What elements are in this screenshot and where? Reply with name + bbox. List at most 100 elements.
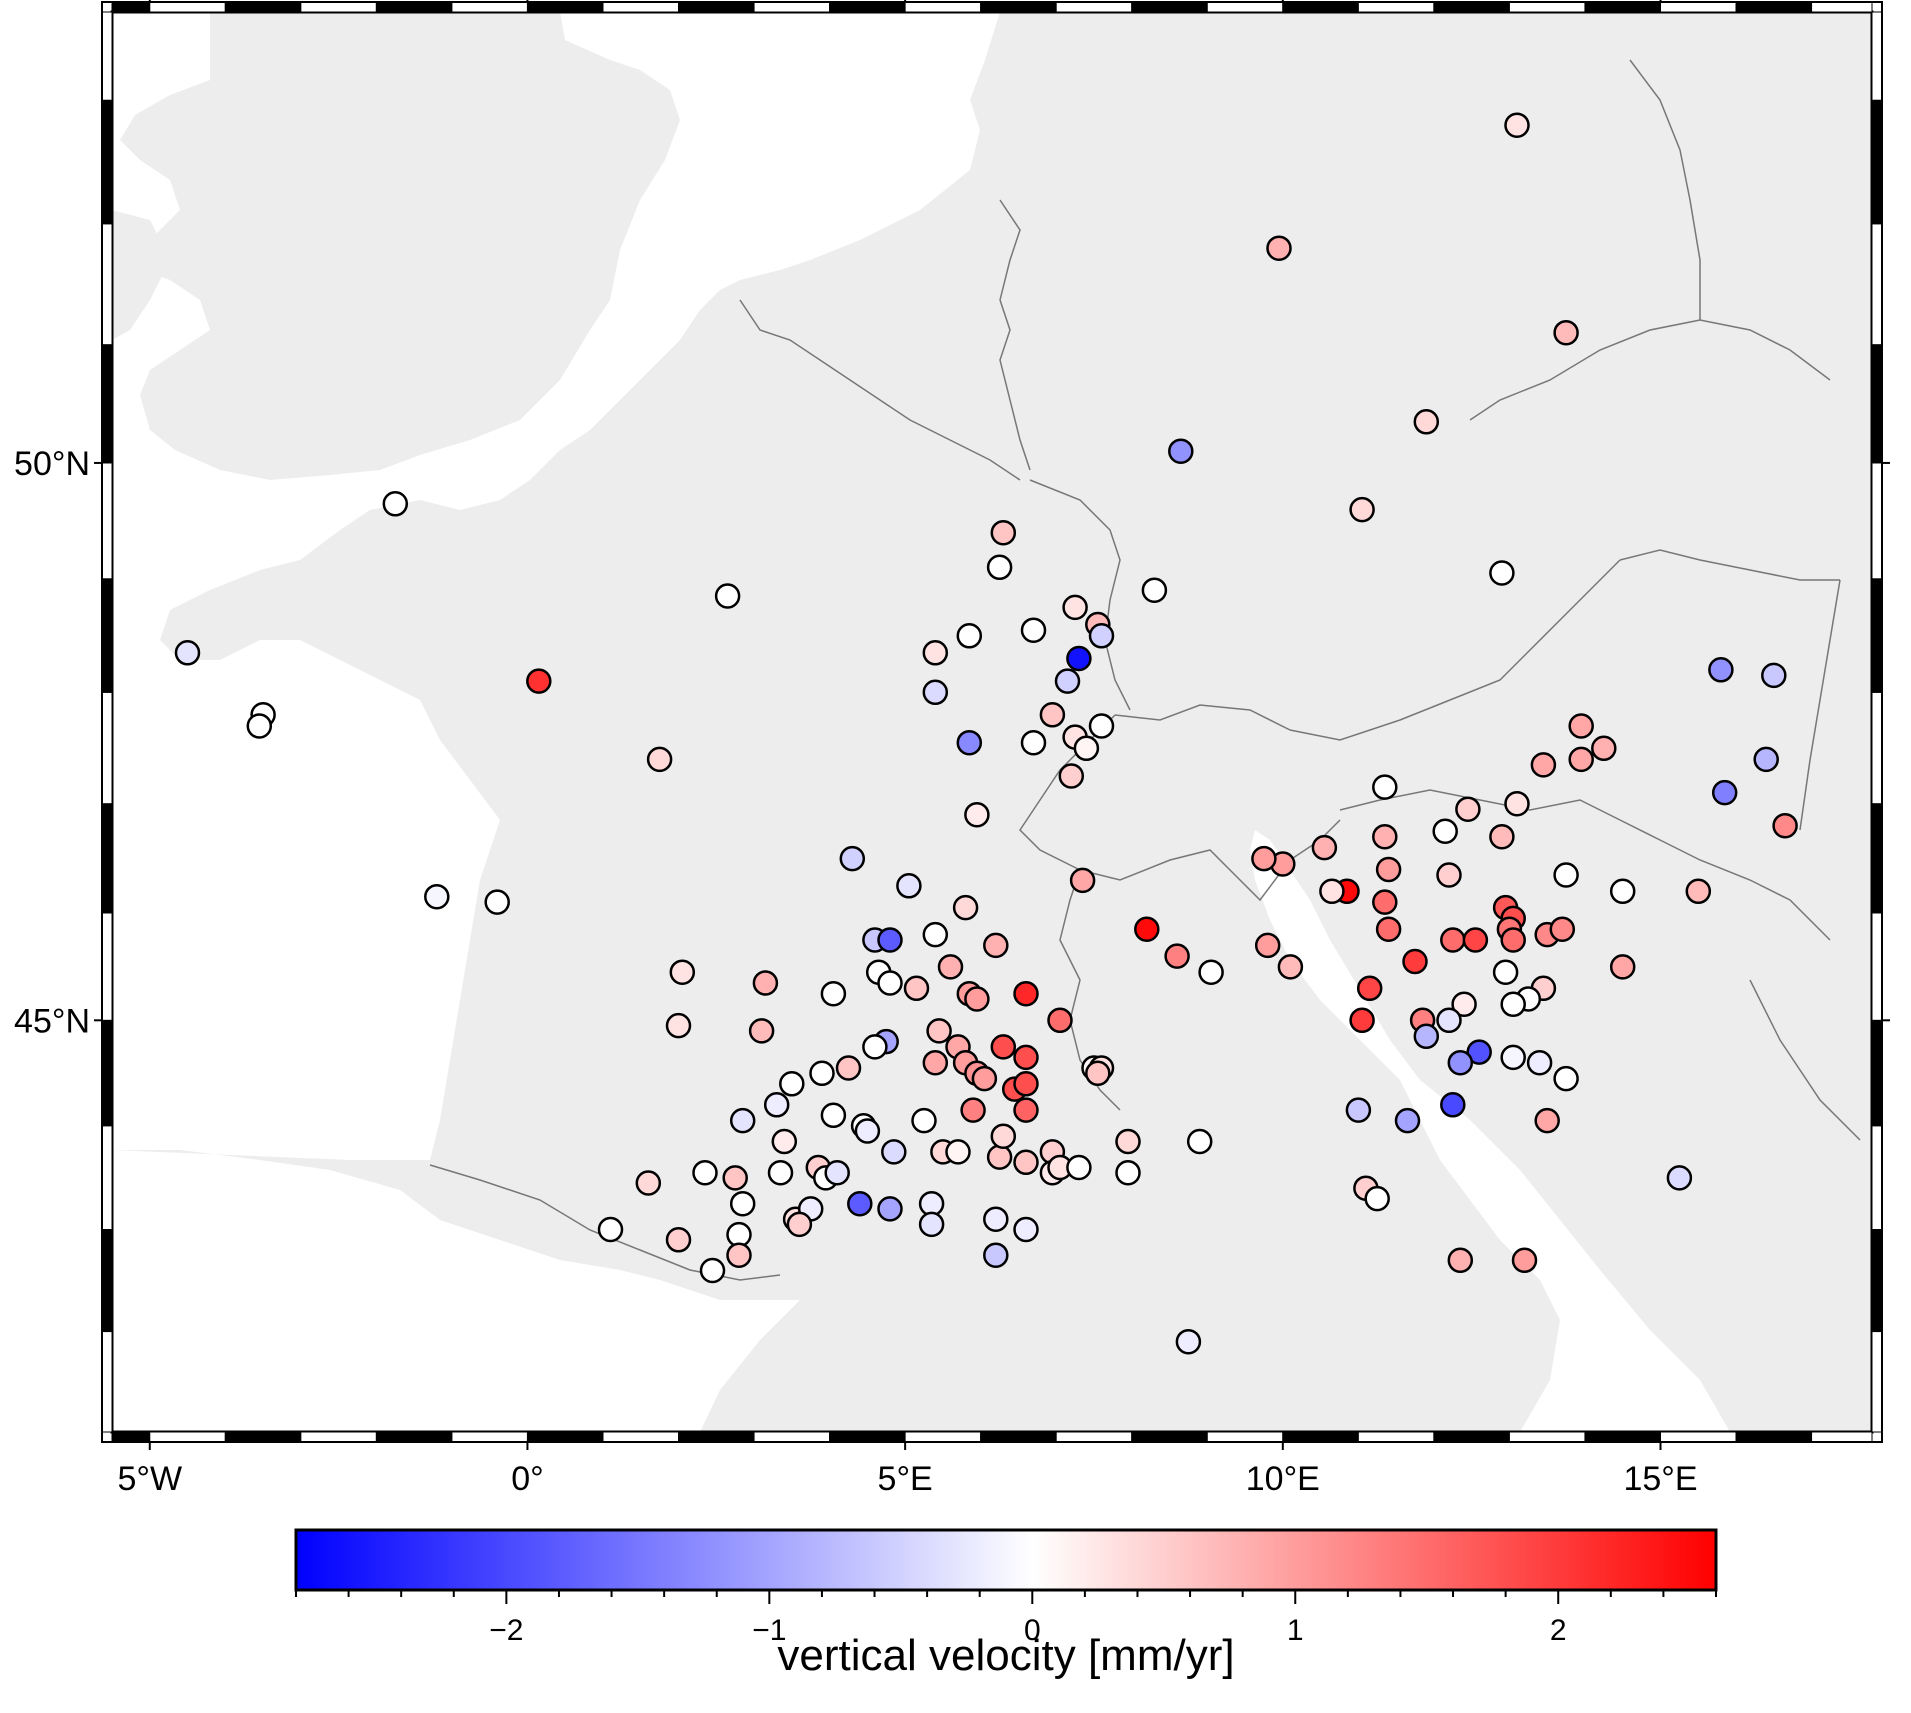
station-point <box>1447 1049 1474 1076</box>
frame-band-segment <box>980 1 1057 13</box>
frame-band-segment <box>753 1431 831 1443</box>
land-continent <box>112 12 1872 1432</box>
station-point <box>1504 790 1530 817</box>
map-frame <box>101 1 1883 1443</box>
station-point <box>1375 916 1402 942</box>
land-corsica <box>1250 1230 1292 1380</box>
station-point <box>1039 702 1066 728</box>
station-point <box>1553 1065 1579 1092</box>
station-point <box>1402 948 1428 975</box>
station-point <box>820 1102 847 1129</box>
station-point <box>1553 862 1579 888</box>
frame-band-segment <box>1282 1431 1359 1443</box>
station-point <box>1440 927 1466 953</box>
station-point <box>246 713 273 739</box>
station-point <box>1356 975 1383 1002</box>
frame-band-segment <box>101 1229 113 1333</box>
colorbar-ticks: −2 −1 0 1 2 <box>295 1590 1717 1647</box>
station-point <box>1013 980 1039 1007</box>
station-point <box>1311 834 1338 861</box>
station-point <box>1591 735 1617 762</box>
station-point <box>1534 1107 1560 1134</box>
station-point <box>1375 856 1402 883</box>
frame-band-segment <box>1871 912 1883 1021</box>
station-point <box>1761 662 1787 689</box>
land-sardinia <box>1225 1400 1290 1432</box>
station-point <box>786 1211 813 1238</box>
station-point <box>983 932 1009 959</box>
station-point <box>1413 409 1440 435</box>
station-point <box>1568 713 1594 739</box>
station-point <box>1013 1071 1039 1097</box>
station-point <box>714 583 741 609</box>
station-point <box>1085 1060 1111 1087</box>
frame-band-segment <box>1206 1 1284 13</box>
frame-band-segment <box>111 1431 151 1443</box>
frame-band-segment <box>1131 1431 1208 1443</box>
colorbar-tick-label: −2 <box>489 1614 523 1647</box>
station-point <box>983 1242 1009 1268</box>
station-point <box>1462 927 1489 953</box>
frame-band-segment <box>300 1431 377 1443</box>
station-point <box>824 1159 850 1186</box>
station-point <box>1504 112 1530 138</box>
frame-band-segment <box>1871 223 1883 346</box>
station-point <box>1020 729 1047 756</box>
station-point <box>722 1165 748 1191</box>
frame-band-segment <box>829 1 906 13</box>
station-point <box>1058 763 1085 789</box>
frame-band-segment <box>678 1 755 13</box>
station-point <box>971 1065 998 1092</box>
frame-band-segment <box>149 1 226 13</box>
border-austria-germany <box>1289 559 1621 741</box>
station-point <box>922 679 949 706</box>
station-point <box>1013 1216 1039 1243</box>
land-masses <box>112 12 1872 1432</box>
longitude-tick-labels: 5°W 0° 5°E 10°E 15°E <box>117 0 1698 1498</box>
station-point <box>484 889 510 915</box>
station-point <box>771 1128 798 1155</box>
frame-band-segment <box>101 1125 113 1231</box>
station-point <box>1436 862 1462 888</box>
station-point <box>1277 954 1304 980</box>
station-point <box>382 491 409 517</box>
lon-tick-label: 10°E <box>1246 1460 1320 1498</box>
station-point <box>1500 927 1526 953</box>
station-point <box>1500 1044 1526 1071</box>
station-point <box>835 1055 862 1081</box>
frame-band-segment <box>1871 462 1883 580</box>
station-point <box>174 640 201 666</box>
frame-band-segment <box>1055 1431 1133 1443</box>
station-point <box>877 1196 903 1222</box>
colorbar-tick-label: 1 <box>1287 1614 1304 1647</box>
station-point <box>1141 577 1168 603</box>
station-point <box>1436 1007 1462 1034</box>
frame-band-segment <box>1871 1125 1883 1231</box>
station-point <box>729 1107 756 1134</box>
station-point <box>526 668 552 694</box>
station-point <box>1047 1007 1073 1034</box>
frame-band-segment <box>1871 1019 1883 1127</box>
frame-band-segment <box>1871 99 1883 225</box>
frame-band-segment <box>1871 691 1883 805</box>
station-point <box>1447 1247 1474 1274</box>
colorbar-tick-label: 2 <box>1550 1614 1567 1647</box>
station-point <box>1372 774 1398 800</box>
station-point <box>1088 713 1115 739</box>
station-point <box>945 1139 971 1165</box>
frame-band-segment <box>224 1 302 13</box>
frame-band-segment <box>526 1431 604 1443</box>
station-point <box>1266 235 1292 261</box>
frame-band-segment <box>753 1 831 13</box>
station-point <box>1609 878 1636 905</box>
land-elba <box>1395 1260 1412 1274</box>
frame-band-segment <box>602 1431 680 1443</box>
station-point <box>1609 954 1636 980</box>
frame-band-segment <box>1811 1431 1873 1443</box>
border-france-belgium <box>739 299 1021 481</box>
station-point <box>1013 1097 1039 1123</box>
station-point <box>665 1012 692 1039</box>
frame-band-segment <box>1357 1431 1435 1443</box>
station-point <box>1345 1097 1372 1123</box>
station-point <box>986 1144 1013 1170</box>
